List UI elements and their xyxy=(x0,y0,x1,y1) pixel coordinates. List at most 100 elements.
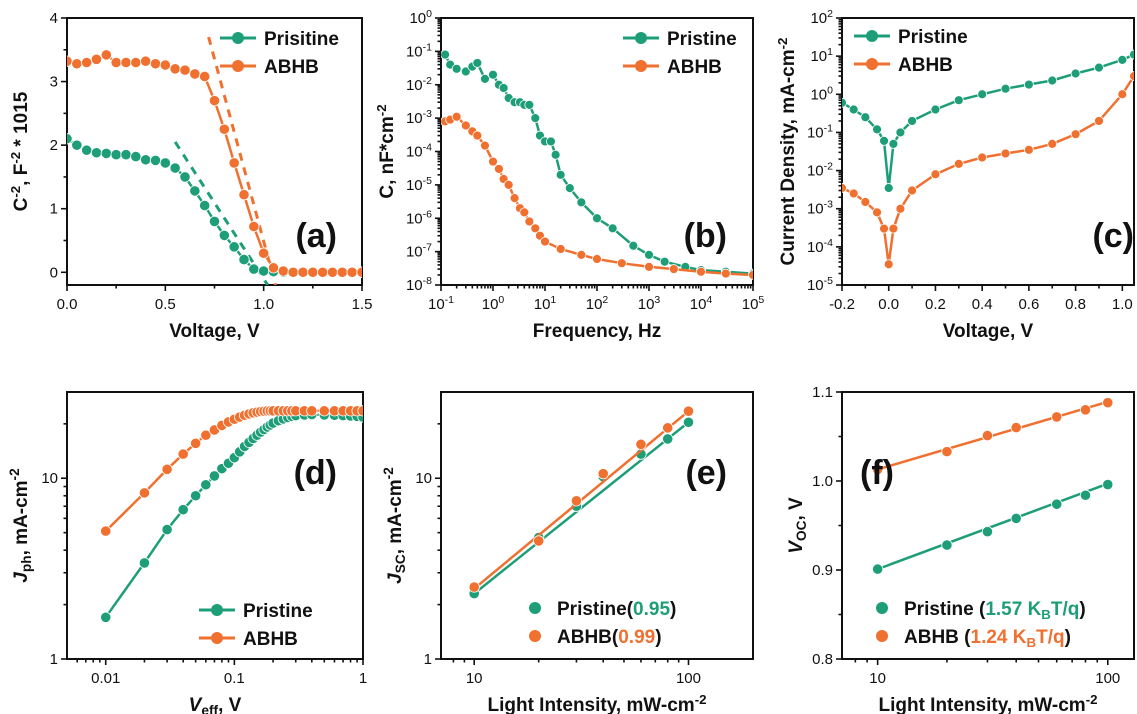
panel-b: 10-1 100 101 102 103 104 105 10-8 10-7 10-6 10-5 10… xyxy=(374,8,765,342)
legend: Pristine (1.57 KBT/q) ABHB (1.24 KBT/q) xyxy=(876,599,1086,650)
series-abhb-point xyxy=(287,266,299,278)
plot-frame xyxy=(841,17,1135,286)
y-tick-label: 1 xyxy=(50,201,58,218)
series-pristine-point xyxy=(1070,68,1081,79)
series-pristine-point xyxy=(200,479,212,491)
series-pristine-point xyxy=(555,169,566,180)
x-tick-label: 1.0 xyxy=(1112,296,1133,313)
series-pristine-point xyxy=(883,183,894,193)
legend-prisitine-marker xyxy=(232,32,244,44)
series-abhb-point xyxy=(177,448,189,460)
series-abhb-point xyxy=(1000,148,1011,159)
series-prisitine-point xyxy=(110,149,122,161)
series-abhb-point xyxy=(888,223,899,234)
x-tick-label: 0.01 xyxy=(91,670,120,687)
legend-abhb-marker xyxy=(232,60,244,72)
x-tick-label: 0.5 xyxy=(155,296,176,313)
series-abhb-point xyxy=(238,189,250,201)
series-abhb-point xyxy=(1079,404,1092,416)
legend-pristine-label: Pristine xyxy=(243,601,313,622)
series-pristine-point xyxy=(530,113,541,124)
legend-abhb-marker xyxy=(876,630,888,642)
legend-prisitine-label: Prisitine xyxy=(264,29,339,50)
y-axis-label: VOC, V xyxy=(786,497,809,554)
y-axis-label: Current Density, mA-cm-2 xyxy=(775,38,800,266)
series-pristine-point xyxy=(138,557,151,569)
series-abhb-point xyxy=(592,254,602,264)
series-abhb-point xyxy=(1070,129,1081,140)
series-prisitine-point xyxy=(208,215,221,228)
series-pristine-point xyxy=(842,97,847,108)
series-abhb-point xyxy=(346,266,358,278)
x-tick-label: 0.2 xyxy=(925,296,946,313)
series-pristine-point xyxy=(480,73,490,84)
series-pristine-point xyxy=(628,240,639,251)
y-tick-label: 0.9 xyxy=(812,562,833,579)
series-pristine-line xyxy=(104,413,363,619)
plot-area xyxy=(67,36,362,285)
series-pristine-point xyxy=(451,63,462,74)
legend-pristine-marker xyxy=(211,604,223,616)
series-abhb-point xyxy=(907,185,917,196)
series-prisitine-point xyxy=(120,149,132,161)
series-prisitine-point xyxy=(67,133,73,145)
legend-pristine-marker xyxy=(866,30,878,42)
x-tick-label: 102 xyxy=(586,294,609,313)
x-tick-label: 100 xyxy=(676,670,701,687)
series-prisitine-point xyxy=(81,144,93,156)
series-pristine-point xyxy=(659,256,670,267)
legend-abhb-label: ABHB (1.24 KBT/q) xyxy=(904,627,1071,650)
series-abhb-point xyxy=(460,120,471,131)
y-tick-label: 10-7 xyxy=(406,242,432,261)
series-abhb-point xyxy=(930,169,941,180)
series-abhb-point xyxy=(100,49,112,61)
y-axis-label: Jph, mA-cm-2 xyxy=(7,468,34,583)
series-pristine-point xyxy=(524,99,535,110)
y-tick-label: 10-5 xyxy=(406,175,432,194)
series-abhb-point xyxy=(159,59,171,71)
plot-frame xyxy=(440,391,754,660)
series-pristine-point xyxy=(592,213,602,224)
series-abhb-point xyxy=(228,157,240,169)
series-pristine-point xyxy=(472,58,483,68)
series-abhb-point xyxy=(682,405,695,417)
panel-label: (c) xyxy=(1092,217,1134,255)
series-prisitine-point xyxy=(228,241,240,253)
x-tick-label: 104 xyxy=(690,294,713,313)
series-prisitine-point xyxy=(199,199,211,212)
series-abhb-point xyxy=(356,266,362,278)
legend-abhb-marker xyxy=(635,60,647,72)
series-pristine-point xyxy=(488,69,498,80)
series-abhb-point xyxy=(555,244,566,254)
series-pristine-point xyxy=(662,433,674,445)
series-abhb-point xyxy=(140,55,152,67)
y-tick-label: 0.8 xyxy=(812,651,833,668)
series-pristine-point xyxy=(860,112,871,123)
x-tick-label: 100 xyxy=(482,294,505,313)
series-abhb-point xyxy=(570,495,583,507)
series-abhb-point xyxy=(297,266,309,278)
x-tick-label: 0.6 xyxy=(1018,296,1039,313)
series-pristine-point xyxy=(907,116,917,126)
series-abhb-point xyxy=(1094,116,1104,126)
x-tick-label: 100 xyxy=(1095,670,1120,687)
x-tick-label: 103 xyxy=(638,294,661,313)
series-abhb-point xyxy=(1047,139,1058,149)
panel-c: -0.2 0.0 0.2 0.4 0.6 0.8 1.0 10-5 10-4 10-3 10-2 10… xyxy=(775,8,1135,342)
y-tick-label: 3 xyxy=(50,74,58,91)
y-tick-label: 10-1 xyxy=(807,122,833,141)
legend: Pristine ABHB xyxy=(199,601,313,650)
panel-label: (f) xyxy=(860,454,894,492)
panel-label: (d) xyxy=(294,454,337,492)
series-pristine-point xyxy=(848,104,859,115)
legend-pristine-marker xyxy=(635,32,647,44)
series-abhb-point xyxy=(883,259,894,270)
series-abhb-point xyxy=(895,203,906,214)
series-abhb-point xyxy=(138,487,151,499)
x-tick-label: 0.8 xyxy=(1065,296,1086,313)
x-tick-label: 105 xyxy=(742,294,765,313)
series-abhb-point xyxy=(696,266,706,277)
series-pristine-point xyxy=(644,249,654,260)
series-pristine-point xyxy=(1079,489,1092,501)
